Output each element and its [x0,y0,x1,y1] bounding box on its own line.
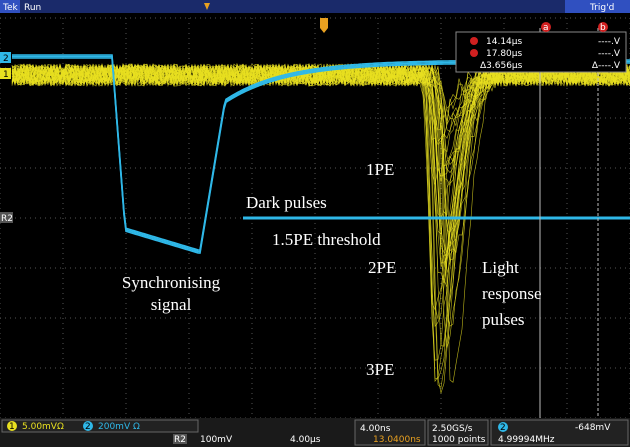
annotation-light-line3: pulses [482,310,525,329]
annotation-light-line1: Light [482,258,519,277]
cursor-a-volts: ----.V [598,37,621,47]
timebase: 4.00ns [360,424,391,434]
annotation-1pe: 1PE [366,160,394,179]
ref-number: R2 [174,435,186,445]
cursor-b-label: b [600,23,606,33]
readout-b-badge [470,49,478,57]
annotation-dark-pulses: Dark pulses [246,193,327,212]
readout-a-badge [470,37,478,45]
cursor-a-time: 14.14µs [486,37,522,47]
ch2-scale: 200mV Ω [98,422,140,432]
ch2-marker-label: 2 [3,54,9,64]
brand: Tek [2,3,19,13]
run-status: Run [24,3,41,13]
top-bar [0,0,630,13]
horizontal-position: 13.0400ns [373,435,421,445]
ref-time: 4.00µs [290,435,321,445]
annotation-2pe: 2PE [368,258,396,277]
trigger-status: Trig'd [589,3,614,13]
cursor-delta-time: Δ3.656µs [480,61,523,71]
ch1-scale: 5.00mVΩ [22,422,64,432]
trigger-channel: 2 [500,423,506,433]
ref-scale: 100mV [200,435,233,445]
cursor-b-time: 17.80µs [486,49,522,59]
cursor-delta-volts: Δ----.V [592,61,621,71]
annotation-sync-line2: signal [151,295,192,314]
annotation-light-line2: response [482,284,541,303]
trigger-frequency: 4.99994MHz [498,435,555,445]
trigger-level: -648mV [575,423,611,433]
annotation-sync-line1: Synchronising [122,273,221,292]
cursor-b-volts: ----.V [598,49,621,59]
ch2-number: 2 [85,422,91,432]
annotation-threshold: 1.5PE threshold [272,230,381,249]
ch1-number: 1 [9,422,15,432]
oscilloscope-screen: Tek Run Trig'd a b 14.14µs 17.80µs Δ3.65… [0,0,630,447]
annotation-3pe: 3PE [366,360,394,379]
cursor-a-label: a [543,23,549,33]
record-length: 1000 points [432,435,486,445]
sample-rate: 2.50GS/s [432,424,473,434]
ch1-marker-label: 1 [3,70,9,80]
ref-marker-label: R2 [1,214,13,224]
